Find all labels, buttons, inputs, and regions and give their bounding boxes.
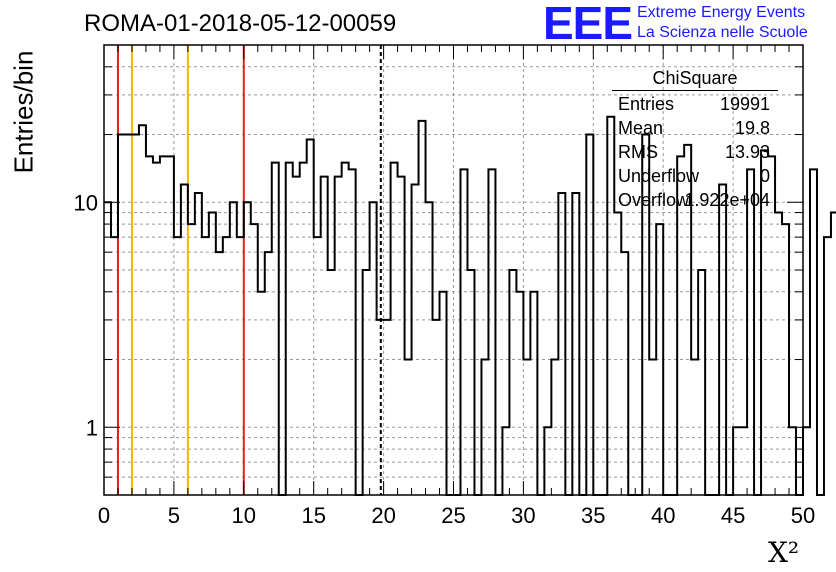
x-tick-label: 40	[651, 503, 675, 528]
stats-label-overflow: Overflow	[618, 190, 690, 210]
y-axis-label: Entries/bin	[8, 50, 39, 174]
x-axis-ticks: 0 5 10 15 20 25 30 35 40 45 50	[98, 45, 815, 528]
x-axis-label: X²	[768, 536, 799, 569]
stats-value-underflow: 0	[759, 166, 770, 186]
x-tick-label: 50	[791, 503, 815, 528]
stats-title: ChiSquare	[652, 68, 738, 88]
y-tick-label: 1	[86, 415, 98, 440]
y-axis-ticks: 1 10	[74, 44, 803, 496]
brand-line-1: Extreme Energy Events	[637, 4, 806, 21]
stats-value-mean: 19.8	[734, 118, 770, 138]
reference-lines	[116, 45, 382, 495]
x-tick-label: 10	[232, 503, 256, 528]
stats-box: ChiSquare Entries 19991 Mean 19.8 RMS 13…	[612, 66, 778, 214]
brand-line-2: La Scienza nelle Scuole	[637, 24, 808, 41]
stats-label-rms: RMS	[618, 142, 658, 162]
stats-label-mean: Mean	[618, 118, 664, 138]
y-tick-label: 10	[74, 190, 98, 215]
stats-value-rms: 13.93	[724, 142, 770, 162]
eee-logo: EEE	[543, 0, 633, 49]
stats-value-overflow: 1.922e+04	[684, 190, 770, 210]
x-tick-label: 15	[301, 503, 325, 528]
x-tick-label: 45	[721, 503, 745, 528]
stats-title-underline	[612, 90, 778, 91]
x-tick-label: 0	[98, 503, 110, 528]
stats-label-entries: Entries	[618, 94, 675, 114]
x-tick-label: 30	[511, 503, 535, 528]
chart-title: ROMA-01-2018-05-12-00059	[84, 10, 397, 37]
stats-value-entries: 19991	[719, 94, 770, 114]
x-axis-label-text: X²	[768, 536, 800, 569]
x-tick-label: 25	[441, 503, 465, 528]
x-tick-label: 35	[581, 503, 605, 528]
x-tick-label: 20	[371, 503, 395, 528]
grid-layer	[104, 45, 803, 495]
x-tick-label: 5	[168, 503, 180, 528]
stats-label-underflow: Underflow	[618, 166, 700, 186]
histogram-series	[104, 115, 836, 496]
